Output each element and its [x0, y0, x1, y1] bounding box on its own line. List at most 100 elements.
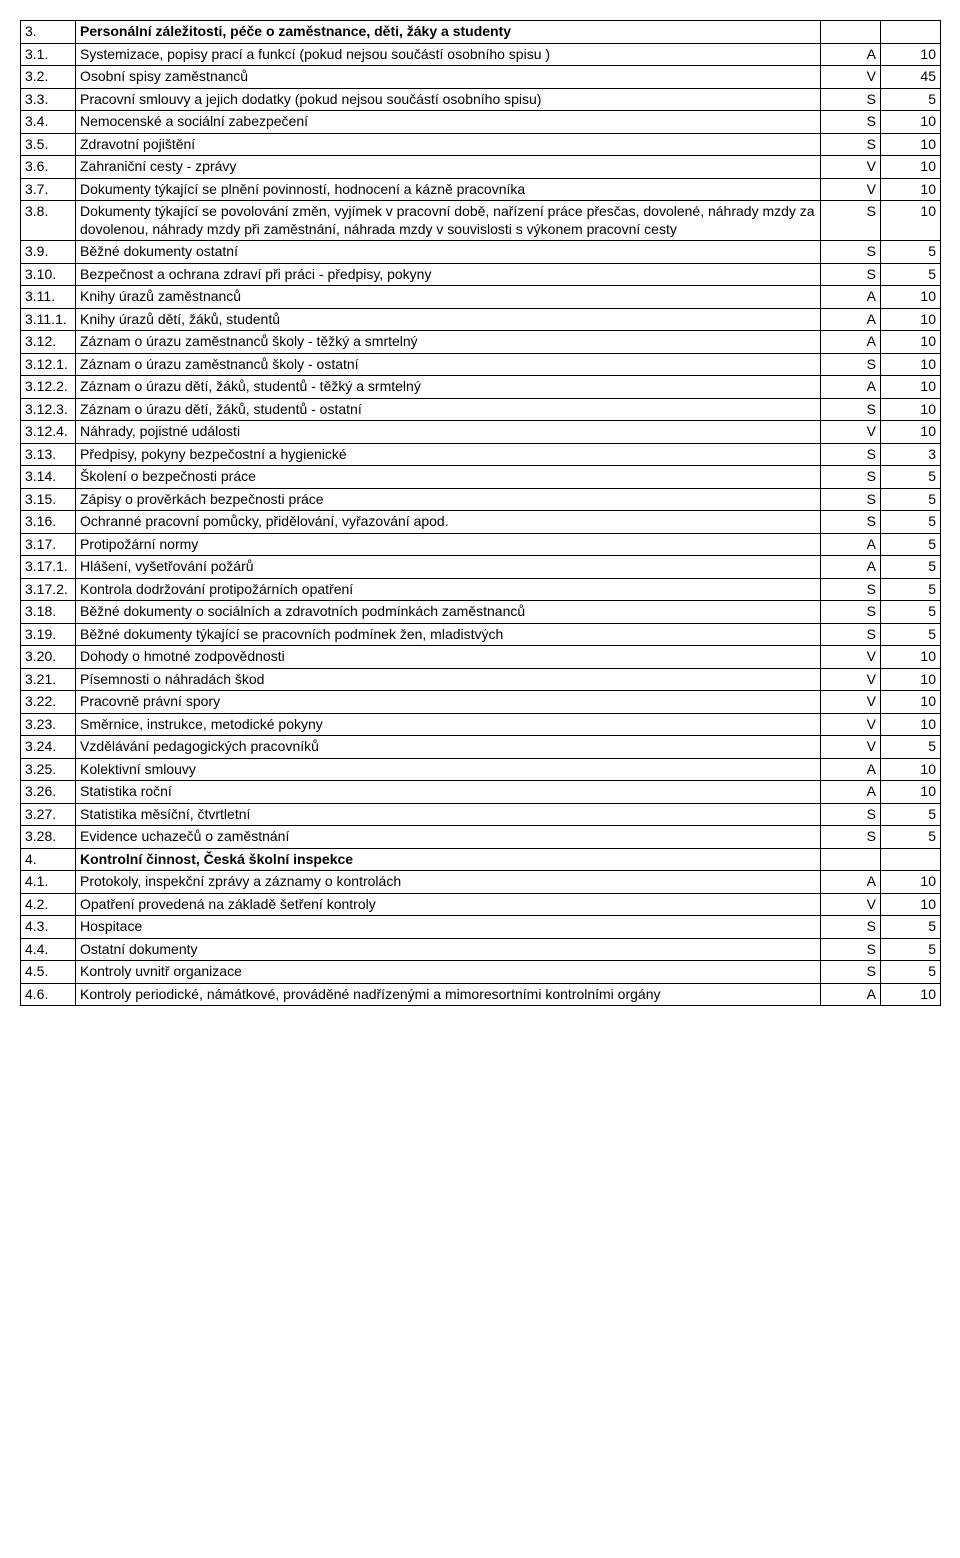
table-row: 3.20.Dohody o hmotné zodpovědnostiV10	[21, 646, 941, 669]
row-value: 10	[881, 133, 941, 156]
table-row: 3.11.1.Knihy úrazů dětí, žáků, studentůA…	[21, 308, 941, 331]
table-row: 3.7.Dokumenty týkající se plnění povinno…	[21, 178, 941, 201]
row-mark: A	[821, 983, 881, 1006]
row-text: Hospitace	[76, 916, 821, 939]
row-text: Záznam o úrazu zaměstnanců školy - těžký…	[76, 331, 821, 354]
row-text: Směrnice, instrukce, metodické pokyny	[76, 713, 821, 736]
row-text: Záznam o úrazu dětí, žáků, studentů - tě…	[76, 376, 821, 399]
row-value: 5	[881, 961, 941, 984]
row-number: 4.3.	[21, 916, 76, 939]
row-value: 5	[881, 826, 941, 849]
row-text: Dokumenty týkající se povolování změn, v…	[76, 201, 821, 241]
row-text: Dokumenty týkající se plnění povinností,…	[76, 178, 821, 201]
row-number: 4.2.	[21, 893, 76, 916]
table-row: 4.1.Protokoly, inspekční zprávy a záznam…	[21, 871, 941, 894]
row-mark: S	[821, 961, 881, 984]
row-number: 3.24.	[21, 736, 76, 759]
table-row: 3.19.Běžné dokumenty týkající se pracovn…	[21, 623, 941, 646]
row-number: 4.5.	[21, 961, 76, 984]
row-number: 3.21.	[21, 668, 76, 691]
row-mark: S	[821, 263, 881, 286]
row-mark: V	[821, 156, 881, 179]
row-value: 5	[881, 488, 941, 511]
row-text: Kontroly uvnitř organizace	[76, 961, 821, 984]
table-row: 4.5.Kontroly uvnitř organizaceS5	[21, 961, 941, 984]
row-number: 3.23.	[21, 713, 76, 736]
row-value: 10	[881, 376, 941, 399]
row-text: Záznam o úrazu dětí, žáků, studentů - os…	[76, 398, 821, 421]
row-value: 10	[881, 691, 941, 714]
row-value: 5	[881, 241, 941, 264]
row-value: 5	[881, 736, 941, 759]
row-value: 5	[881, 556, 941, 579]
table-row: 4.3.HospitaceS5	[21, 916, 941, 939]
table-row: 3.27.Statistika měsíční, čtvrtletníS5	[21, 803, 941, 826]
document-table: 3.Personální záležitosti, péče o zaměstn…	[20, 20, 941, 1006]
row-number: 3.28.	[21, 826, 76, 849]
table-row: 3.12.3.Záznam o úrazu dětí, žáků, studen…	[21, 398, 941, 421]
row-text: Statistika měsíční, čtvrtletní	[76, 803, 821, 826]
table-row: 3.8.Dokumenty týkající se povolování změ…	[21, 201, 941, 241]
row-mark: A	[821, 556, 881, 579]
row-text: Hlášení, vyšetřování požárů	[76, 556, 821, 579]
row-number: 3.19.	[21, 623, 76, 646]
row-number: 3.3.	[21, 88, 76, 111]
row-value: 5	[881, 623, 941, 646]
row-mark: S	[821, 623, 881, 646]
row-text: Běžné dokumenty o sociálních a zdravotní…	[76, 601, 821, 624]
row-text: Nemocenské a sociální zabezpečení	[76, 111, 821, 134]
table-row: 3.23.Směrnice, instrukce, metodické poky…	[21, 713, 941, 736]
row-value	[881, 21, 941, 44]
row-mark: V	[821, 646, 881, 669]
row-text: Kontrola dodržování protipožárních opatř…	[76, 578, 821, 601]
row-mark: V	[821, 421, 881, 444]
row-number: 3.15.	[21, 488, 76, 511]
row-text: Protipožární normy	[76, 533, 821, 556]
row-text: Běžné dokumenty ostatní	[76, 241, 821, 264]
table-row: 3.21.Písemnosti o náhradách škodV10	[21, 668, 941, 691]
row-text: Dohody o hmotné zodpovědnosti	[76, 646, 821, 669]
row-value: 10	[881, 286, 941, 309]
row-number: 3.4.	[21, 111, 76, 134]
row-number: 3.12.4.	[21, 421, 76, 444]
row-text: Pracovně právní spory	[76, 691, 821, 714]
table-row: 4.6.Kontroly periodické, námátkové, prov…	[21, 983, 941, 1006]
table-row: 3.17.1.Hlášení, vyšetřování požárůA5	[21, 556, 941, 579]
table-row: 3.2.Osobní spisy zaměstnancůV45	[21, 66, 941, 89]
row-mark: V	[821, 668, 881, 691]
table-row: 3.12.Záznam o úrazu zaměstnanců školy - …	[21, 331, 941, 354]
row-mark: S	[821, 201, 881, 241]
row-text: Statistika roční	[76, 781, 821, 804]
table-row: 3.3.Pracovní smlouvy a jejich dodatky (p…	[21, 88, 941, 111]
row-text: Předpisy, pokyny bezpečostní a hygienick…	[76, 443, 821, 466]
row-text: Kolektivní smlouvy	[76, 758, 821, 781]
row-number: 3.18.	[21, 601, 76, 624]
row-number: 3.16.	[21, 511, 76, 534]
row-text: Ochranné pracovní pomůcky, přidělování, …	[76, 511, 821, 534]
row-mark: S	[821, 916, 881, 939]
row-mark: A	[821, 308, 881, 331]
row-text: Pracovní smlouvy a jejich dodatky (pokud…	[76, 88, 821, 111]
table-row: 3.22.Pracovně právní sporyV10	[21, 691, 941, 714]
row-mark: A	[821, 533, 881, 556]
row-number: 3.1.	[21, 43, 76, 66]
row-number: 3.7.	[21, 178, 76, 201]
row-number: 3.12.2.	[21, 376, 76, 399]
table-row: 3.9.Běžné dokumenty ostatníS5	[21, 241, 941, 264]
row-text: Ostatní dokumenty	[76, 938, 821, 961]
row-number: 3.12.3.	[21, 398, 76, 421]
row-value: 5	[881, 916, 941, 939]
row-value: 10	[881, 43, 941, 66]
row-text: Osobní spisy zaměstnanců	[76, 66, 821, 89]
row-mark: S	[821, 466, 881, 489]
row-mark: S	[821, 353, 881, 376]
row-mark: V	[821, 736, 881, 759]
row-mark: A	[821, 331, 881, 354]
row-mark: A	[821, 286, 881, 309]
row-value: 5	[881, 466, 941, 489]
row-value: 3	[881, 443, 941, 466]
table-row: 3.25.Kolektivní smlouvyA10	[21, 758, 941, 781]
row-value: 10	[881, 668, 941, 691]
table-row: 4.2.Opatření provedená na základě šetřen…	[21, 893, 941, 916]
row-mark: S	[821, 443, 881, 466]
